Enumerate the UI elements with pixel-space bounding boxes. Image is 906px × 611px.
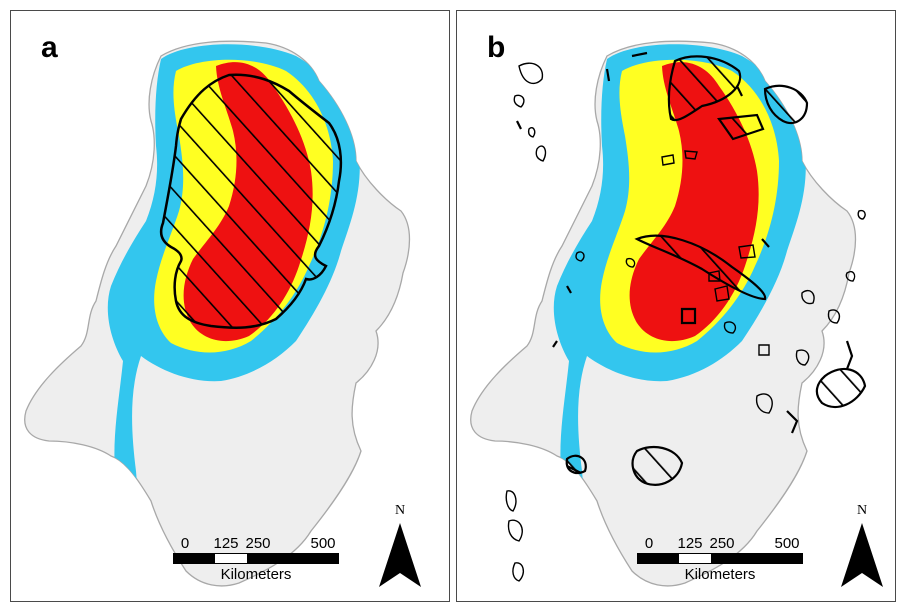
scale-tick-500: 500 (310, 535, 336, 552)
scale-unit-label: Kilometers (684, 566, 756, 583)
scale-tick-125: 125 (677, 535, 703, 552)
map-panel-a: a 0 125 250 500 Kilometers N (10, 10, 450, 602)
scale-bar-b: 0 125 250 500 Kilometers (637, 535, 803, 583)
scale-tick-0: 0 (180, 535, 190, 552)
north-label: N (856, 503, 868, 518)
scale-track (637, 553, 803, 564)
hatched-zone-a (159, 73, 343, 329)
small-patch-outlines-b (505, 62, 866, 582)
scale-tick-500: 500 (774, 535, 800, 552)
scale-unit-label: Kilometers (220, 566, 292, 583)
north-arrow-a: N (377, 503, 423, 589)
coastline-fragments-b (516, 51, 854, 474)
scale-bar-a: 0 125 250 500 Kilometers (173, 535, 339, 583)
map-canvas-b (470, 40, 867, 587)
scale-tick-125: 125 (213, 535, 239, 552)
north-label: N (394, 503, 406, 518)
north-arrow-b: N (839, 503, 885, 589)
panel-label-a: a (41, 31, 58, 64)
hatched-zones-b (565, 55, 867, 486)
scale-track (173, 553, 339, 564)
scale-tick-250: 250 (245, 535, 271, 552)
scale-tick-250: 250 (709, 535, 735, 552)
north-arrow-icon (379, 523, 421, 587)
map-panel-b: b 0 125 250 500 Kilometers N (456, 10, 896, 602)
scale-tick-labels: 0 125 250 500 (637, 535, 803, 553)
north-arrow-icon (841, 523, 883, 587)
scale-tick-0: 0 (644, 535, 654, 552)
map-canvas-a (24, 40, 411, 587)
scale-tick-labels: 0 125 250 500 (173, 535, 339, 553)
panel-label-b: b (487, 31, 506, 64)
